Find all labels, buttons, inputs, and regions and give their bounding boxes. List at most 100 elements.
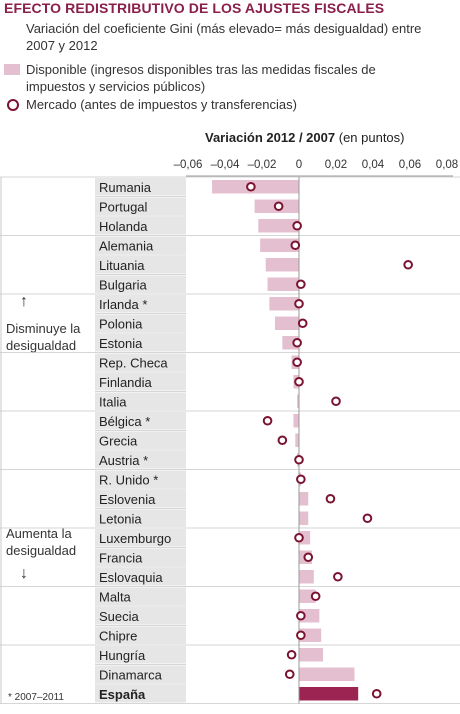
category-label: Eslovenia — [99, 492, 156, 507]
category-label-bg — [95, 197, 186, 215]
bar-disponible — [297, 394, 299, 408]
arrow-down-icon: ↓ — [20, 565, 28, 582]
category-label-bg — [95, 275, 186, 293]
dot-mercado — [286, 649, 297, 660]
dot-mercado — [325, 493, 336, 504]
bar-disponible — [295, 433, 299, 447]
category-label: R. Unido * — [99, 472, 158, 487]
bar-disponible — [274, 316, 299, 330]
category-label-bg — [95, 568, 186, 586]
category-label-bg — [95, 646, 186, 664]
x-tick-label: 0,02 — [325, 159, 347, 171]
dot-mercado — [292, 357, 302, 368]
dot-mercado — [294, 454, 304, 465]
bar-disponible — [299, 570, 314, 584]
category-label-bg — [95, 334, 186, 352]
category-label-bg — [95, 529, 186, 547]
dot-mercado — [403, 259, 413, 270]
category-label: Austria * — [99, 453, 148, 468]
dot-mercado — [333, 571, 343, 582]
category-label-bg — [95, 353, 186, 371]
category-label-bg — [95, 626, 186, 644]
bar-disponible — [265, 258, 299, 272]
bar-disponible — [269, 297, 299, 311]
chart-title: EFECTO REDISTRIBUTIVO DE LOS AJUSTES FIS… — [4, 0, 385, 16]
category-label-bg — [95, 295, 186, 313]
category-label-bg — [95, 451, 186, 469]
dot-mercado — [284, 669, 295, 680]
category-label-bg — [95, 431, 186, 449]
category-label-bg — [95, 412, 186, 430]
note-disminuye: Disminuye la desigualdad — [6, 321, 81, 353]
dot-mercado — [296, 474, 306, 485]
category-label: Dinamarca — [99, 667, 163, 682]
axis-title: Variación 2012 / 2007 (en puntos) — [205, 130, 405, 145]
axis-title-unit: (en puntos) — [338, 130, 405, 145]
category-label: Suecia — [99, 609, 140, 624]
dot-mercado — [290, 240, 301, 251]
category-label: Finlandia — [99, 375, 153, 390]
category-label: Bélgica * — [99, 414, 150, 429]
x-tick-label: 0,04 — [362, 159, 385, 171]
bar-disponible — [299, 531, 311, 545]
dot-mercado — [246, 181, 256, 192]
bar-disponible — [299, 648, 324, 662]
dot-mercado — [331, 396, 341, 407]
note-aumenta: Aumenta la desigualdad — [6, 526, 77, 558]
category-label: Rumania — [99, 180, 152, 195]
dot-mercado — [296, 279, 306, 290]
x-tick-label: –0,04 — [211, 159, 240, 171]
bar-disponible — [258, 219, 299, 233]
dot-mercado — [294, 298, 304, 309]
bar-disponible — [299, 628, 322, 642]
category-label-bg — [95, 217, 186, 235]
category-label-bg — [95, 665, 186, 683]
category-label: Francia — [99, 550, 143, 565]
dot-mercado — [303, 552, 314, 563]
x-tick-label: 0,06 — [399, 159, 421, 171]
category-label-bg — [95, 548, 186, 566]
category-label-bg — [95, 607, 186, 625]
category-label: Irlanda * — [99, 297, 147, 312]
dot-mercado — [262, 415, 273, 426]
x-tick-label: 0,08 — [436, 159, 458, 171]
bar-disponible — [299, 687, 359, 701]
arrow-up-icon: ↑ — [20, 293, 28, 310]
category-label: Letonia — [99, 511, 142, 526]
legend-swatch-dot — [7, 99, 19, 111]
category-label: Grecia — [99, 433, 138, 448]
bar-disponible — [299, 589, 316, 603]
bar-disponible — [299, 667, 355, 681]
dot-mercado — [292, 337, 302, 348]
category-label-bg — [95, 392, 186, 410]
category-label-bg — [95, 490, 186, 508]
footnote: * 2007–2011 — [8, 692, 64, 703]
bar-disponible — [293, 414, 299, 428]
dot-mercado — [371, 688, 382, 699]
category-label: Polonia — [99, 316, 143, 331]
category-label: Hungría — [99, 648, 146, 663]
category-label-bg — [95, 314, 186, 332]
category-label: Estonia — [99, 336, 143, 351]
category-label: Portugal — [99, 199, 148, 214]
bar-disponible — [299, 492, 309, 506]
category-label-bg — [95, 587, 186, 605]
legend-label-mercado: Mercado (antes de impuestos y transferen… — [26, 97, 297, 112]
category-label-bg — [95, 373, 186, 391]
category-label-bg — [95, 509, 186, 527]
category-label: Malta — [99, 589, 132, 604]
legend-swatch-bar — [4, 64, 20, 75]
dot-mercado — [296, 630, 306, 641]
bar-disponible — [260, 238, 299, 252]
category-label-bg — [95, 178, 186, 196]
x-tick-label: 0 — [296, 159, 302, 171]
dot-mercado — [310, 591, 321, 602]
category-label: Lituania — [99, 258, 145, 273]
x-tick-label: –0,06 — [174, 159, 203, 171]
category-label: Bulgaria — [99, 277, 147, 292]
category-label-bg — [95, 236, 186, 254]
category-label-bg — [95, 685, 186, 703]
category-label: Chipre — [99, 628, 137, 643]
dot-mercado — [273, 201, 284, 212]
